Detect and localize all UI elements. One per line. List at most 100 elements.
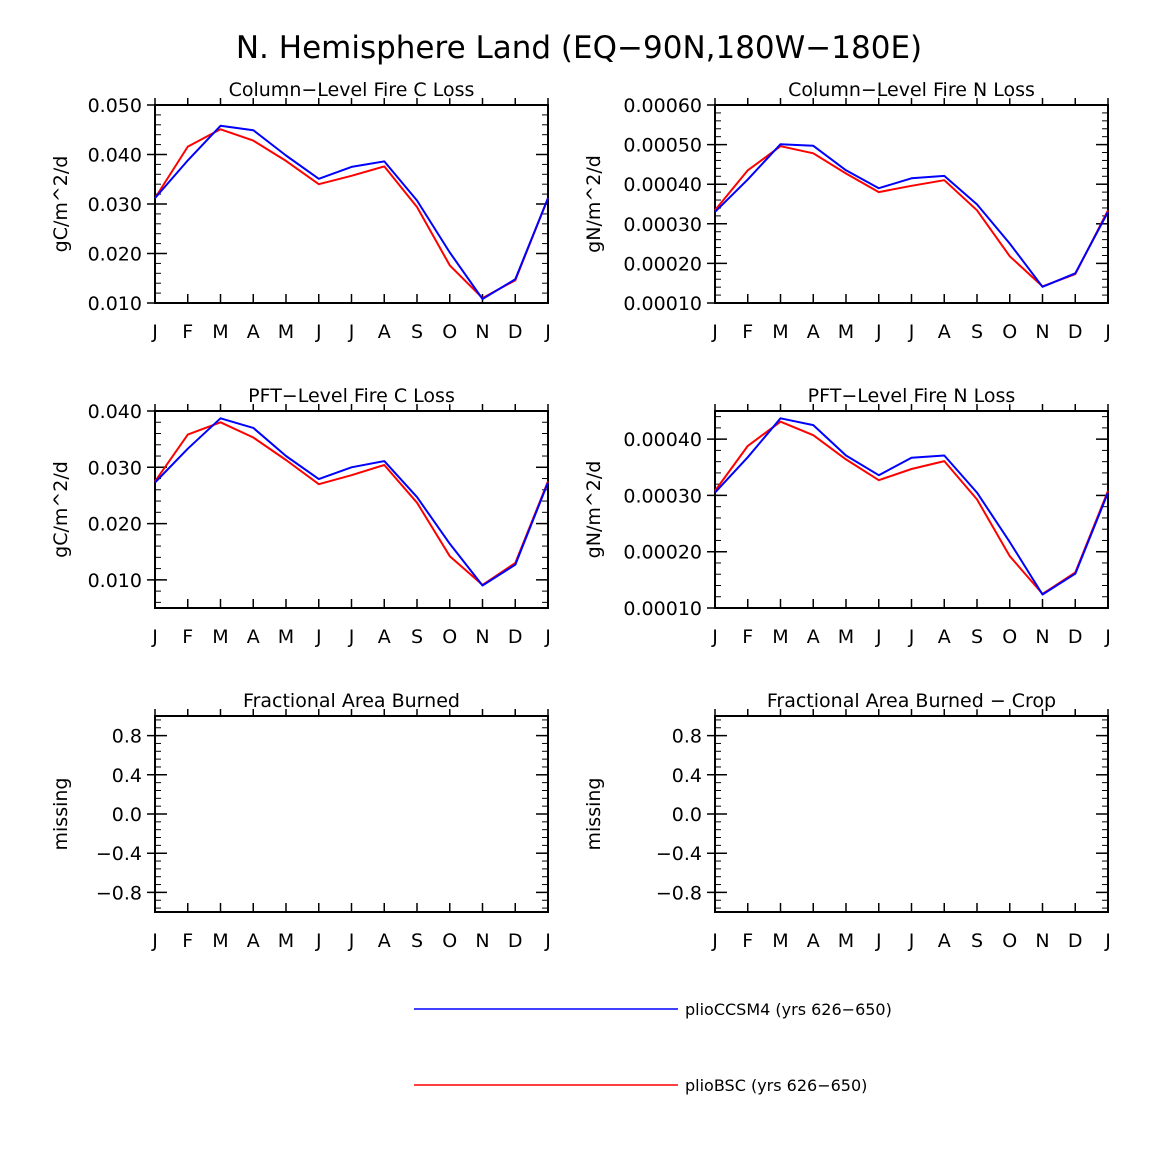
y-axis-label: gC/m^2/d [50,461,72,558]
series-line-plioccsm4 [154,124,549,300]
y-axis-label: gN/m^2/d [583,155,605,253]
x-tick-label: O [442,930,457,952]
x-tick-label: S [411,930,423,952]
x-tick-label: J [315,626,322,648]
x-tick-label: S [971,626,983,648]
x-tick-label: J [1104,626,1111,648]
y-tick-label: 0.00020 [623,542,702,564]
y-tick-label: 0.050 [88,95,142,117]
x-tick-label: F [742,626,753,648]
x-tick-label: A [378,930,391,952]
y-tick-label: 0.020 [88,514,142,536]
panels: J F M A M J J A S O N D J0.0100.0200.0300.0400.050gC… [50,77,1111,952]
x-tick-label: J [908,626,915,648]
x-tick-label: J [875,321,882,343]
panel-title: Column−Level Fire N Loss [788,79,1035,101]
x-tick-label: J [875,626,882,648]
y-tick-label: 0.0 [672,804,702,826]
y-tick-label: −0.8 [656,882,702,904]
x-tick-label: D [508,930,523,952]
x-tick-label: J [711,626,718,648]
x-tick-label: N [475,321,489,343]
legend-label: plioBSC (yrs 626−650) [685,1076,867,1095]
y-tick-label: 0.00010 [623,293,702,315]
x-tick-label: O [1002,626,1017,648]
x-tick-label: A [938,321,951,343]
y-tick-label: 0.00040 [623,174,702,196]
y-tick-label: 0.010 [88,570,142,592]
y-tick-label: 0.010 [88,293,142,315]
x-tick-label: M [772,626,788,648]
x-tick-label: M [212,930,228,952]
x-tick-label: M [838,321,854,343]
x-tick-label: J [151,626,158,648]
y-tick-label: 0.4 [672,765,702,787]
x-tick-label: J [315,321,322,343]
y-tick-label: 0.00060 [623,95,702,117]
x-tick-label: A [807,321,820,343]
x-tick-label: J [908,321,915,343]
series-line-plioccsm4 [714,143,1109,288]
x-tick-label: J [711,930,718,952]
x-tick-label: F [182,930,193,952]
x-tick-label: J [151,930,158,952]
plot-frame [714,715,1109,913]
plot-frame [154,715,549,913]
y-tick-label: 0.8 [112,726,142,748]
x-tick-label: S [411,321,423,343]
chart-panel-4: J F M A M J J A S O N D J0.000100.000200.000300.0004… [583,383,1111,648]
y-tick-label: 0.030 [88,194,142,216]
y-tick-label: 0.020 [88,244,142,266]
y-tick-label: −0.4 [656,843,702,865]
y-tick-label: 0.4 [112,765,142,787]
panel-title: Column−Level Fire C Loss [229,79,475,101]
panel-title: Fractional Area Burned [243,690,460,712]
chart-panel-6: J F M A M J J A S O N D J−0.8−0.40.00.40.8missingFra… [583,688,1111,952]
series-line-plioccsm4 [154,417,549,587]
x-tick-label: J [315,930,322,952]
x-tick-label: J [544,321,551,343]
x-tick-label: J [908,930,915,952]
x-tick-label: M [212,626,228,648]
y-tick-label: −0.8 [96,882,142,904]
x-tick-label: A [378,626,391,648]
plot-frame [154,410,549,609]
series-line-pliobsc [714,145,1109,288]
y-axis-label: gN/m^2/d [583,461,605,559]
x-tick-label: A [807,930,820,952]
x-tick-label: N [1035,626,1049,648]
y-tick-label: 0.8 [672,726,702,748]
x-tick-label: N [475,930,489,952]
x-tick-label: D [1068,321,1083,343]
series-line-pliobsc [154,128,549,300]
x-tick-label: O [442,626,457,648]
panel-title: Fractional Area Burned − Crop [767,690,1056,712]
x-tick-label: N [1035,321,1049,343]
x-tick-label: D [508,321,523,343]
y-tick-label: 0.00030 [623,485,702,507]
y-axis-label: missing [50,778,72,851]
x-tick-label: M [838,930,854,952]
x-tick-label: O [1002,930,1017,952]
x-tick-label: J [875,930,882,952]
x-tick-label: A [247,930,260,952]
x-tick-label: D [1068,930,1083,952]
x-tick-label: F [182,626,193,648]
chart-panel-1: J F M A M J J A S O N D J0.0100.0200.0300.0400.050gC… [50,77,551,343]
x-tick-label: M [278,626,294,648]
x-tick-label: N [1035,930,1049,952]
x-tick-label: M [838,626,854,648]
x-tick-label: F [182,321,193,343]
x-tick-label: J [544,930,551,952]
x-tick-label: F [742,930,753,952]
x-tick-label: D [1068,626,1083,648]
panel-title: PFT−Level Fire N Loss [808,385,1016,407]
series-line-pliobsc [714,420,1109,595]
y-tick-label: 0.00050 [623,135,702,157]
x-tick-label: J [348,930,355,952]
x-tick-label: M [772,321,788,343]
x-tick-label: J [544,626,551,648]
x-tick-label: S [971,321,983,343]
x-tick-label: F [742,321,753,343]
